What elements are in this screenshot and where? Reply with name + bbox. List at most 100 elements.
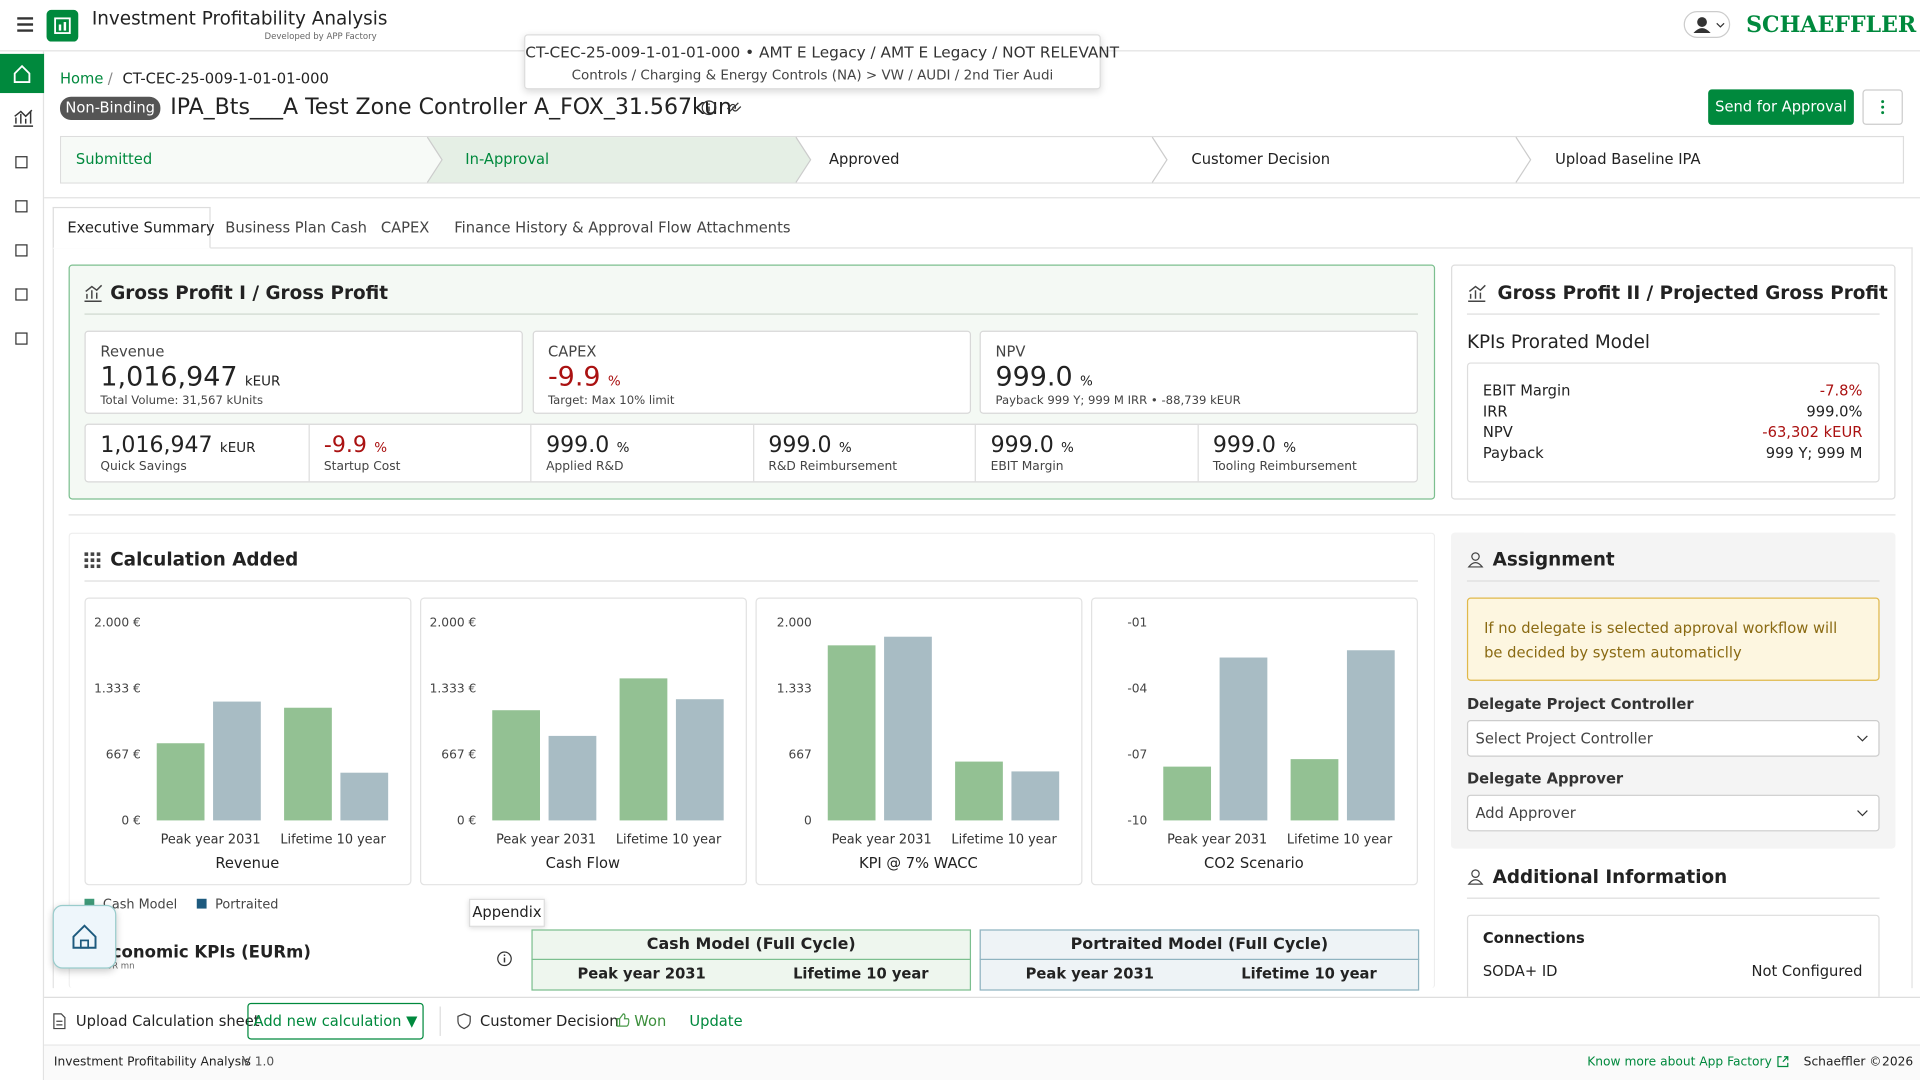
- bar: [156, 743, 205, 821]
- more-button[interactable]: [1862, 89, 1903, 125]
- tab-active[interactable]: [52, 206, 211, 249]
- kpi-value: -9.9: [547, 362, 601, 394]
- tab[interactable]: Attachments: [696, 219, 791, 237]
- kpi-label: Quick Savings: [100, 460, 187, 474]
- upload-button[interactable]: Upload Calculation sheet: [75, 1012, 260, 1030]
- kpi-cell: 1,016,947 kEUR Quick Savings: [86, 425, 308, 481]
- kpi-row-value: -63,302 kEUR: [1762, 423, 1863, 441]
- chart-title: Revenue: [215, 855, 279, 872]
- decision-label: Customer Decision: [480, 1012, 619, 1030]
- kpi-value-row: 999.0%: [1212, 432, 1296, 458]
- kpi-cell: 999.0% Tooling Reimbursement: [1196, 424, 1419, 482]
- nav-items[interactable]: [15, 156, 30, 376]
- kpi-value-row: -9.9%: [323, 432, 387, 458]
- x-tick-label: Peak year 2031: [832, 833, 932, 848]
- kpi-unit: %: [838, 439, 852, 456]
- kpi-value-row: 999.0%: [990, 432, 1074, 458]
- panel-title: Gross Profit I / Gross Profit: [110, 281, 389, 304]
- panel-title: Gross Profit II / Projected Gross Profit: [1497, 281, 1888, 304]
- bar: [1011, 771, 1060, 821]
- tab[interactable]: CAPEX: [380, 219, 430, 237]
- divider: [68, 514, 1896, 516]
- nav-home[interactable]: [0, 53, 45, 94]
- divider: [84, 580, 1418, 582]
- kpi-unit: %: [616, 439, 630, 456]
- panel-icon: [84, 284, 103, 302]
- title-icons[interactable]: [700, 99, 744, 119]
- kpi-value: 1,016,947: [100, 362, 238, 394]
- kpi-cell: 999.0% R&D Reimbursement: [752, 424, 974, 482]
- kpi-row-label: NPV: [1482, 423, 1513, 441]
- table-group-title: Cash Model (Full Cycle): [646, 935, 856, 954]
- steps-bar: [60, 135, 1905, 184]
- y-tick-label: -01: [1127, 615, 1147, 629]
- table-column: Peak year 2031: [1025, 964, 1154, 983]
- field-label: Delegate Project Controller: [1466, 695, 1694, 713]
- y-tick-label: 1.333 €: [94, 681, 141, 695]
- update-link[interactable]: Update: [689, 1012, 743, 1030]
- kpi-row-value: 999.0%: [1806, 402, 1863, 421]
- tab[interactable]: Finance History & Approval Flow: [454, 219, 692, 237]
- send-approval-button[interactable]: Send for Approval: [1708, 89, 1854, 125]
- decision-status: Won: [634, 1012, 667, 1030]
- panel-title: Calculation Added: [110, 548, 299, 571]
- kpi-cell: 999.0% Applied R&D: [530, 424, 752, 482]
- kpi-row-label: EBIT Margin: [1482, 382, 1571, 400]
- tooltip-line: CT-CEC-25-009-1-01-01-000 • AMT E Legacy…: [525, 42, 1120, 62]
- bar: [1346, 650, 1395, 821]
- brand: SCHAEFFLER: [1746, 12, 1917, 38]
- footer-link[interactable]: Know more about App Factory: [1587, 1055, 1772, 1069]
- table-group: [979, 929, 1420, 991]
- step: Submitted: [75, 150, 153, 168]
- y-tick-label: 0 €: [457, 814, 476, 828]
- kpi-unit: %: [1079, 373, 1093, 390]
- bar: [884, 636, 932, 821]
- kpi-unit: %: [1061, 439, 1074, 456]
- kpi-value: 999.0: [768, 432, 832, 458]
- kpi-value: 999.0: [1212, 432, 1276, 458]
- y-tick-label: 2.000: [777, 615, 812, 629]
- divider: [439, 1006, 441, 1036]
- bar: [284, 707, 332, 821]
- kpi-label: EBIT Margin: [990, 460, 1064, 474]
- x-tick-label: Peak year 2031: [161, 833, 261, 848]
- select[interactable]: [1466, 720, 1880, 757]
- kpi-card: CAPEX -9.9% Target: Max 10% limit: [532, 330, 971, 414]
- floating-home[interactable]: [52, 904, 117, 969]
- tab[interactable]: Business Plan Cash: [225, 219, 367, 237]
- y-tick-label: -07: [1127, 748, 1147, 762]
- kpi-value: 999.0: [990, 432, 1054, 458]
- legend-label: Cash Model: [103, 898, 177, 913]
- bar: [675, 699, 724, 821]
- y-tick-label: 667 €: [106, 748, 141, 762]
- profile-button[interactable]: [1683, 11, 1731, 38]
- tab[interactable]: Executive Summary: [67, 219, 215, 237]
- bar: [619, 678, 668, 821]
- external-icon: [1777, 1056, 1789, 1068]
- kpi-value: -9.9: [323, 432, 367, 458]
- menu-icon[interactable]: [17, 17, 34, 32]
- y-tick-label: 667 €: [441, 748, 476, 762]
- y-tick-label: 1.333 €: [430, 681, 477, 695]
- kpi-value-row: -9.9%: [547, 362, 621, 394]
- breadcrumb-current: CT-CEC-25-009-1-01-01-000: [122, 69, 329, 87]
- divider: [1466, 313, 1880, 315]
- add-calculation-button[interactable]: Add new calculation ▼: [247, 1002, 424, 1040]
- footer: [44, 1045, 1920, 1080]
- app-title: Investment Profitability Analysis: [91, 7, 388, 30]
- divider: [44, 197, 1920, 199]
- tooltip-line: Controls / Charging & Energy Controls (N…: [571, 67, 1054, 84]
- x-tick-label: Lifetime 10 year: [951, 833, 1057, 848]
- chart-title: CO2 Scenario: [1204, 855, 1304, 872]
- info-icon[interactable]: [496, 950, 513, 967]
- select[interactable]: [1466, 794, 1880, 832]
- nav-analytics[interactable]: [12, 108, 34, 128]
- breadcrumb-home[interactable]: Home: [60, 69, 104, 87]
- charts: 2.000 € 1.333 € 667 € 0 € Peak year 2031 Life…: [84, 597, 1418, 913]
- panel-icon: [1468, 284, 1486, 302]
- bar: [1219, 657, 1268, 821]
- notice: If no delegate is selected approval work…: [1466, 597, 1880, 681]
- project-name: IPA_Bts___A Test Zone Controller A_FOX_3…: [170, 94, 733, 121]
- table-group-title: Portraited Model (Full Cycle): [1070, 935, 1329, 954]
- binding-badge: Non-Binding: [60, 96, 161, 121]
